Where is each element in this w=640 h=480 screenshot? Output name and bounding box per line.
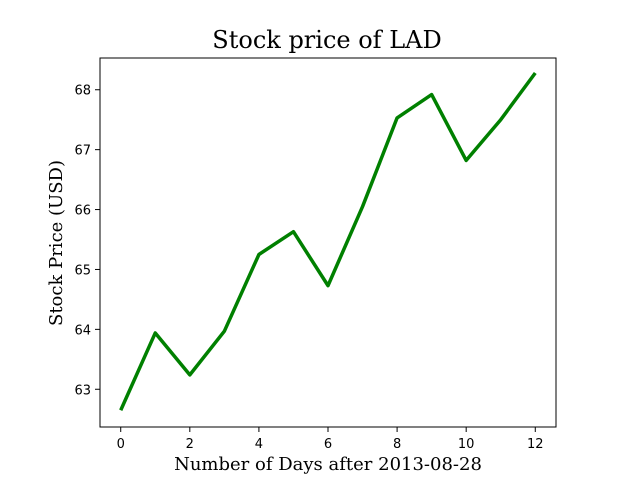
y-tick-label: 67	[74, 144, 91, 159]
series-layer	[119, 71, 537, 411]
x-axis: 0 2 4 6 8 10 12	[117, 427, 544, 452]
y-axis-label: Stock Price (USD)	[46, 160, 67, 326]
y-axis: 63 64 65 66 67 68	[74, 84, 100, 398]
x-tick-label: 8	[393, 437, 401, 452]
y-tick-label: 66	[74, 204, 91, 219]
plot-area-frame	[99, 57, 557, 428]
y-tick-label: 63	[74, 383, 91, 398]
x-tick-label: 12	[527, 437, 544, 452]
y-tick-label: 64	[74, 323, 91, 338]
x-tick-label: 0	[117, 437, 125, 452]
series-line	[119, 71, 537, 411]
x-tick-label: 4	[255, 437, 263, 452]
y-tick-label: 68	[74, 84, 91, 99]
y-tick-label: 65	[74, 263, 91, 278]
chart-title: Stock price of LAD	[212, 26, 441, 54]
x-tick-label: 6	[324, 437, 332, 452]
x-tick-label: 10	[458, 437, 475, 452]
x-tick-label: 2	[186, 437, 194, 452]
x-axis-label: Number of Days after 2013-08-28	[174, 454, 482, 475]
